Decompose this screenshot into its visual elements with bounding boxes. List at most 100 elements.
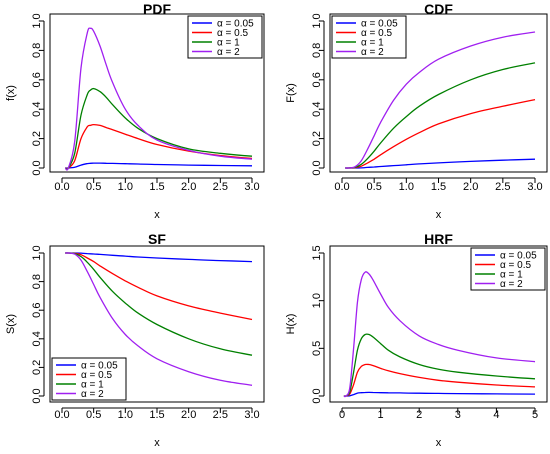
y-tick-label: 0.8 bbox=[31, 274, 43, 289]
y-tick-label: 0.2 bbox=[311, 131, 323, 146]
x-tick-label: 2 bbox=[416, 409, 422, 421]
legend: α = 0.05α = 0.5α = 1α = 2 bbox=[470, 247, 546, 291]
plot-frame bbox=[329, 245, 548, 403]
x-tick-label: 2.5 bbox=[213, 181, 228, 193]
x-tick-label: 0 bbox=[339, 409, 345, 421]
legend-label: α = 0.05 bbox=[500, 251, 537, 262]
legend-label: α = 1 bbox=[81, 380, 104, 391]
chart-title: SF bbox=[148, 231, 166, 247]
x-tick-label: 0.0 bbox=[54, 409, 69, 421]
y-tick-label: 0.4 bbox=[311, 102, 323, 117]
x-tick-label: 0.5 bbox=[367, 181, 382, 193]
x-tick-label: 1.0 bbox=[118, 409, 133, 421]
series-line bbox=[65, 252, 253, 386]
legend: α = 0.05α = 0.5α = 1α = 2 bbox=[51, 357, 127, 401]
x-tick-label: 0.5 bbox=[86, 409, 101, 421]
y-tick-label: 0.6 bbox=[31, 303, 43, 318]
legend: α = 0.05α = 0.5α = 1α = 2 bbox=[187, 15, 263, 59]
x-tick-label: 2.5 bbox=[213, 409, 228, 421]
y-tick-label: 1.0 bbox=[311, 13, 323, 28]
y-axis-label: H(x) bbox=[285, 314, 297, 335]
x-tick-label: 0.0 bbox=[54, 181, 69, 193]
y-tick-label: 0.2 bbox=[31, 131, 43, 146]
x-tick-label: 3.0 bbox=[244, 409, 259, 421]
y-tick-label: 0.0 bbox=[311, 160, 323, 175]
series-line bbox=[65, 252, 253, 356]
series-line bbox=[64, 87, 253, 170]
series-line bbox=[343, 391, 536, 397]
chart-title: CDF bbox=[424, 1, 453, 17]
chart-title: HRF bbox=[424, 231, 453, 247]
x-tick-label: 3.0 bbox=[244, 181, 259, 193]
series-line bbox=[345, 158, 536, 169]
chart-panel-pdf: PDF x f(x) 0.0 0.5 1.0 1.5 2.0 2.5 3.0 0.0 0.2 0.4 0.… bbox=[5, 1, 265, 221]
x-tick-label: 1.0 bbox=[399, 181, 414, 193]
legend-label: α = 0.05 bbox=[81, 361, 118, 372]
legend-label: α = 1 bbox=[361, 38, 384, 49]
chart-panel-sf: SF x S(x) 0.0 0.5 1.0 1.5 2.0 2.5 3.0 0.0 0.2 0.4 0.6… bbox=[5, 231, 265, 449]
legend-label: α = 2 bbox=[81, 389, 104, 400]
y-tick-label: 0.6 bbox=[31, 72, 43, 87]
series-line bbox=[65, 252, 253, 321]
y-tick-label: 0.8 bbox=[311, 43, 323, 58]
x-tick-label: 2.0 bbox=[181, 181, 196, 193]
x-tick-label: 1.0 bbox=[118, 181, 133, 193]
legend-label: α = 1 bbox=[500, 270, 523, 281]
legend: α = 0.05α = 0.5α = 1α = 2 bbox=[331, 15, 407, 59]
x-tick-label: 1.5 bbox=[431, 181, 446, 193]
x-axis-label: x bbox=[154, 209, 160, 221]
chart-panel-hrf: HRF x H(x) 0 1 2 3 4 5 0.0 0.5 1.0 1.5 α = 0.05α = 0.… bbox=[285, 231, 548, 449]
series-line bbox=[343, 333, 536, 397]
y-axis-label: S(x) bbox=[5, 314, 17, 334]
legend-label: α = 2 bbox=[217, 47, 240, 58]
legend-label: α = 1 bbox=[217, 38, 240, 49]
y-tick-label: 1.0 bbox=[311, 293, 323, 308]
legend-label: α = 2 bbox=[500, 279, 523, 290]
legend-label: α = 0.5 bbox=[81, 370, 113, 381]
y-tick-label: 0.0 bbox=[31, 160, 43, 175]
y-tick-label: 0.8 bbox=[31, 43, 43, 58]
chart-title: PDF bbox=[143, 1, 171, 17]
y-tick-label: 1.5 bbox=[311, 245, 323, 260]
y-tick-label: 0.0 bbox=[311, 388, 323, 403]
legend-label: α = 0.5 bbox=[500, 260, 532, 271]
y-tick-label: 0.0 bbox=[31, 388, 43, 403]
series-line bbox=[345, 62, 536, 169]
x-tick-label: 4 bbox=[493, 409, 499, 421]
legend-label: α = 0.05 bbox=[217, 19, 254, 30]
legend-label: α = 0.5 bbox=[361, 28, 393, 39]
y-tick-label: 0.4 bbox=[31, 102, 43, 117]
y-tick-label: 0.2 bbox=[31, 360, 43, 375]
series-line bbox=[65, 162, 253, 169]
x-tick-label: 2.0 bbox=[463, 181, 478, 193]
legend-label: α = 0.5 bbox=[217, 28, 249, 39]
series-line bbox=[345, 31, 536, 169]
legend-label: α = 2 bbox=[361, 47, 384, 58]
x-axis-label: x bbox=[436, 437, 442, 449]
y-tick-label: 1.0 bbox=[31, 245, 43, 260]
series-line bbox=[65, 123, 253, 170]
x-tick-label: 3.0 bbox=[527, 181, 542, 193]
y-tick-label: 0.5 bbox=[311, 341, 323, 356]
y-axis-label: F(x) bbox=[285, 83, 297, 103]
series-line bbox=[65, 252, 253, 263]
x-tick-label: 1 bbox=[378, 409, 384, 421]
series-line bbox=[345, 98, 536, 169]
series-line bbox=[64, 27, 253, 171]
x-tick-label: 5 bbox=[532, 409, 538, 421]
series-line bbox=[343, 363, 536, 397]
x-tick-label: 1.5 bbox=[149, 181, 164, 193]
series-line bbox=[343, 271, 536, 398]
legend-label: α = 0.05 bbox=[361, 19, 398, 30]
plot-frame bbox=[49, 13, 265, 173]
x-tick-label: 0.5 bbox=[86, 181, 101, 193]
chart-panel-cdf: CDF x F(x) 0.0 0.5 1.0 1.5 2.0 2.5 3.0 0.0 0.2 0.4 0.… bbox=[285, 1, 548, 221]
legend-box bbox=[187, 15, 263, 59]
y-tick-label: 1.0 bbox=[31, 13, 43, 28]
x-axis-label: x bbox=[436, 209, 442, 221]
y-tick-label: 0.6 bbox=[311, 72, 323, 87]
y-axis-label: f(x) bbox=[5, 85, 17, 101]
x-tick-label: 2.5 bbox=[495, 181, 510, 193]
plot-frame bbox=[49, 245, 265, 403]
